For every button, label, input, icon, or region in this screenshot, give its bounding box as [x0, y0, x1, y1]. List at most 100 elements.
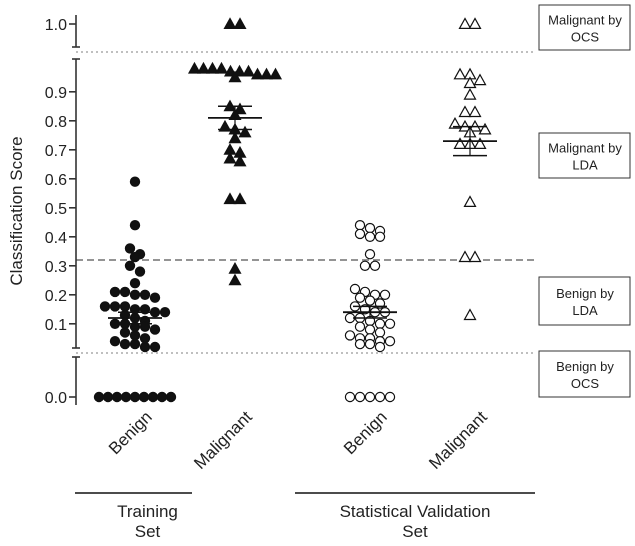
- data-point-triangle: [458, 105, 472, 118]
- data-point-triangle: [205, 61, 220, 74]
- data-point-triangle: [214, 61, 229, 74]
- y-tick-label: 0.9: [45, 85, 67, 102]
- data-point-circle: [119, 286, 131, 298]
- data-point-triangle: [196, 61, 211, 74]
- y-tick-label: 0.3: [45, 259, 67, 276]
- x-category-label: Benign: [105, 407, 156, 458]
- y-tick-label: 0.5: [45, 201, 67, 218]
- data-point-triangle: [463, 195, 477, 207]
- data-point-circle: [354, 292, 366, 303]
- x-category-label: Malignant: [190, 407, 256, 473]
- data-point-circle: [344, 330, 356, 341]
- data-point-circle: [374, 318, 386, 329]
- data-point-circle: [134, 266, 146, 277]
- y-tick-label: 0.7: [45, 143, 67, 160]
- data-point-circle: [119, 338, 131, 350]
- y-tick-label: 1.0: [45, 17, 67, 34]
- data-point-circle: [384, 336, 396, 347]
- data-point-circle: [344, 391, 356, 403]
- data-point-circle: [374, 391, 386, 403]
- data-point-triangle: [453, 137, 467, 149]
- data-point-circle: [359, 260, 371, 271]
- data-point-triangle: [268, 67, 283, 80]
- data-point-circle: [159, 307, 171, 318]
- data-point-circle: [149, 292, 161, 303]
- data-point-triangle: [458, 17, 472, 29]
- data-point-circle: [109, 286, 121, 298]
- mean-bars: [108, 105, 497, 325]
- data-point-circle: [129, 391, 141, 403]
- data-point-circle: [354, 321, 366, 332]
- data-point-circle: [364, 338, 376, 350]
- data-point-triangle: [233, 154, 247, 167]
- data-point-triangle: [259, 67, 274, 80]
- data-point-triangle: [238, 125, 252, 138]
- data-point-triangle: [228, 261, 242, 274]
- data-point-circle: [384, 318, 396, 329]
- data-point-circle: [374, 341, 386, 353]
- data-point-triangle: [453, 67, 467, 80]
- data-point-circle: [364, 391, 376, 403]
- data-point-circle: [379, 289, 391, 300]
- y-axis: 1.0 0.9 0.8 0.7 0.6 0.5 0.4 0.3 0.2 0.1 0.0: [45, 15, 80, 407]
- data-point-circle: [129, 251, 141, 263]
- data-point-circle: [139, 333, 151, 344]
- region-label: Malignant by OCS: [548, 13, 622, 45]
- data-point-circle: [109, 336, 121, 347]
- data-point-triangle: [250, 67, 265, 80]
- data-point-triangle: [241, 64, 256, 77]
- data-point-triangle: [233, 192, 247, 205]
- region-box: [538, 276, 631, 326]
- y-axis-label: Classification Score: [7, 136, 26, 285]
- data-point-triangle: [218, 119, 232, 132]
- data-point-circle: [124, 260, 136, 271]
- data-point-triangle: [228, 70, 242, 83]
- data-point-circle: [374, 327, 386, 338]
- data-point-triangle: [232, 64, 247, 77]
- data-point-circle: [139, 341, 151, 353]
- data-point-triangle: [463, 76, 477, 89]
- data-point-triangle: [233, 17, 247, 29]
- data-point-circle: [139, 289, 151, 300]
- data-point-circle: [349, 283, 361, 295]
- group-label: Training Set: [117, 502, 178, 541]
- x-category-label: Malignant: [425, 407, 491, 473]
- data-point-circle: [129, 278, 141, 289]
- data-point-circle: [119, 327, 131, 338]
- data-point-circle: [374, 231, 386, 242]
- data-point-circle: [111, 391, 123, 403]
- x-category-label: Benign: [340, 407, 391, 458]
- data-point-circle: [129, 338, 141, 350]
- data-point-circle: [384, 391, 396, 403]
- y-tick-label: 0.6: [45, 172, 67, 189]
- data-point-circle: [120, 391, 132, 403]
- data-point-triangle: [233, 102, 247, 115]
- region-box: [538, 132, 631, 179]
- y-tick-label: 0.4: [45, 230, 67, 247]
- data-point-triangle: [448, 116, 462, 129]
- data-point-circle: [354, 391, 366, 403]
- region-labels: Malignant by OCS Malignant by LDA Benign by L…: [538, 4, 631, 398]
- data-point-circle: [102, 391, 114, 403]
- data-point-circle: [364, 222, 376, 234]
- data-point-circle: [364, 248, 376, 260]
- data-point-circle: [165, 391, 177, 403]
- data-point-triangle: [478, 122, 492, 135]
- data-point-triangle: [468, 250, 482, 263]
- data-point-circle: [129, 330, 141, 341]
- data-point-triangle: [463, 308, 477, 321]
- data-point-triangle: [228, 273, 242, 286]
- y-tick-label: 0.2: [45, 288, 67, 305]
- data-point-circle: [149, 324, 161, 335]
- data-point-circle: [109, 301, 121, 312]
- x-axis-labels: Benign Malignant Benign Malignant Training Se…: [75, 407, 535, 541]
- data-points: [93, 17, 492, 403]
- data-point-triangle: [223, 151, 237, 164]
- data-point-triangle: [468, 105, 482, 118]
- data-point-circle: [369, 260, 381, 271]
- data-point-triangle: [473, 137, 487, 149]
- data-point-circle: [124, 243, 136, 254]
- data-point-circle: [354, 338, 366, 350]
- data-point-triangle: [187, 61, 202, 74]
- data-point-circle: [364, 295, 376, 306]
